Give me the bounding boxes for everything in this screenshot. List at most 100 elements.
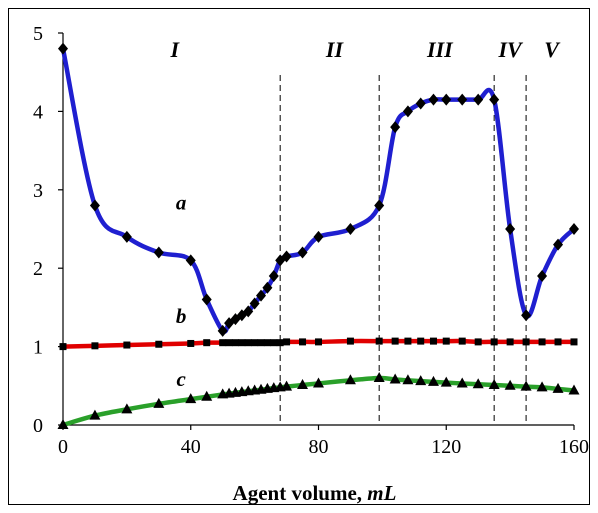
data-point-a (243, 305, 254, 318)
data-point-a (537, 270, 548, 283)
data-point-a (89, 199, 100, 212)
series-line-c (60, 375, 577, 428)
data-point-a (428, 93, 439, 106)
data-point-a (268, 270, 279, 283)
region-label: IV (498, 37, 525, 62)
data-point-c (281, 380, 293, 391)
data-point-b (155, 340, 163, 348)
data-point-b (231, 339, 239, 347)
data-point-b (315, 338, 322, 346)
data-point-b (570, 338, 578, 346)
data-point-a (313, 230, 324, 243)
data-point-b (442, 337, 450, 345)
data-point-c (536, 381, 548, 392)
y-tick-label: 3 (33, 180, 43, 202)
data-point-b (225, 339, 233, 347)
data-point-b (299, 338, 307, 346)
series-label-b: b (176, 304, 187, 328)
data-point-b (490, 338, 498, 346)
data-point-a (249, 297, 260, 310)
data-point-a (402, 105, 413, 118)
data-point-b (283, 338, 291, 346)
data-point-a (275, 254, 286, 267)
data-point-a (457, 93, 468, 106)
data-point-a (473, 93, 484, 106)
data-point-a (345, 223, 356, 235)
data-point-a (58, 42, 68, 55)
data-point-b (270, 339, 278, 347)
region-label: V (544, 37, 561, 62)
data-point-a (489, 93, 500, 106)
data-point-c (344, 374, 356, 385)
data-point-b (244, 339, 252, 347)
data-point-c (57, 419, 69, 429)
data-point-a (185, 254, 196, 267)
data-point-c (488, 379, 500, 390)
data-point-a (374, 199, 385, 212)
data-point-c (568, 384, 580, 395)
data-point-b (391, 337, 399, 345)
data-point-c (121, 403, 133, 414)
data-point-a (415, 97, 426, 110)
data-point-a (569, 223, 579, 235)
data-point-c (373, 371, 385, 382)
x-axis-title: Agent volume, mL (233, 481, 397, 505)
data-point-b (346, 337, 354, 345)
region-label: II (325, 37, 345, 62)
data-point-b (474, 338, 482, 346)
axis-ticks: 0 1 2 3 4 5 0 40 80 120 160 (33, 23, 589, 458)
data-point-b (219, 339, 227, 347)
region-label: I (170, 37, 181, 62)
series-labels: a b c (176, 190, 187, 390)
data-point-b (404, 337, 412, 345)
data-point-c (313, 377, 324, 388)
y-tick-label: 0 (33, 415, 43, 437)
data-point-c (504, 379, 516, 390)
data-point-b (417, 337, 425, 345)
x-axis-title-text: Agent volume, (233, 481, 363, 505)
data-point-b (375, 337, 383, 345)
y-tick-label: 5 (33, 23, 43, 45)
data-point-b (506, 338, 514, 346)
data-point-b (276, 339, 284, 347)
data-point-b (538, 338, 546, 346)
series-label-c: c (177, 367, 187, 391)
data-point-a (505, 223, 516, 235)
x-tick-label: 80 (309, 436, 329, 458)
data-point-a (201, 293, 212, 306)
data-point-a (297, 246, 308, 259)
data-point-c (427, 375, 439, 386)
data-point-a (256, 289, 267, 302)
data-point-b (187, 339, 195, 347)
axes (62, 33, 574, 426)
data-point-b (251, 339, 259, 347)
region-dividers (279, 75, 527, 425)
data-point-c (415, 375, 427, 386)
series-label-a: a (176, 190, 187, 214)
data-point-c (520, 380, 532, 391)
series-markers (57, 42, 580, 429)
y-tick-label: 2 (33, 258, 43, 280)
x-axis-title-unit: mL (367, 481, 396, 505)
data-point-c (185, 393, 197, 404)
series-line-b (60, 338, 577, 349)
data-point-c (472, 378, 484, 389)
data-point-b (123, 341, 131, 349)
data-point-b (263, 339, 271, 347)
data-point-a (121, 230, 132, 243)
y-tick-label: 4 (33, 101, 43, 123)
x-tick-label: 40 (181, 436, 201, 458)
y-tick-label: 1 (33, 337, 43, 359)
data-point-c (297, 379, 309, 390)
data-point-a (153, 246, 164, 259)
data-point-c (402, 374, 414, 385)
data-point-b (429, 337, 437, 345)
data-point-a (390, 121, 401, 134)
data-point-c (153, 397, 165, 408)
data-point-b (458, 337, 466, 345)
data-point-b (522, 338, 530, 346)
data-point-a (281, 250, 292, 263)
data-point-a (217, 324, 228, 337)
data-point-b (554, 338, 562, 346)
